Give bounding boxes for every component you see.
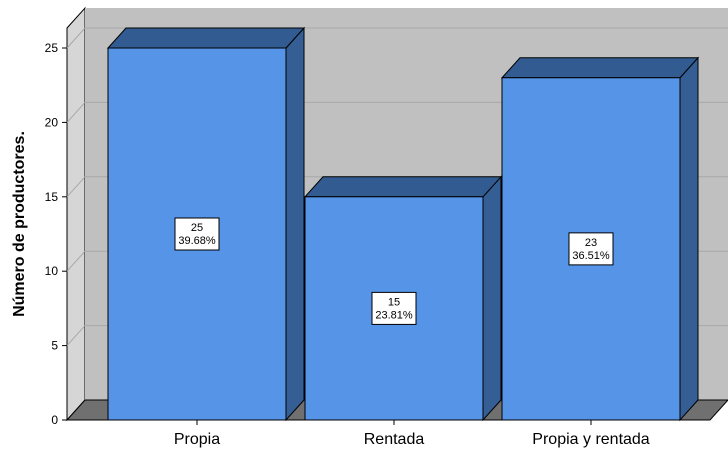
y-tick-label: 0	[51, 413, 58, 427]
data-label-box	[174, 217, 220, 251]
chart-side-wall	[66, 6, 86, 422]
data-label-value: 25	[191, 222, 203, 234]
bar-side	[482, 175, 502, 422]
y-axis-title: Número de productores.	[11, 131, 28, 317]
y-tick-label: 5	[51, 339, 58, 353]
y-tick-label: 10	[45, 264, 59, 278]
gridline-side	[66, 325, 86, 346]
bar-top	[500, 57, 700, 79]
data-label-box	[371, 291, 417, 325]
bar-side	[679, 56, 699, 422]
data-label-value: 23	[585, 237, 597, 249]
bar-top	[303, 176, 503, 198]
gridline-side	[66, 176, 86, 198]
x-category-label: Propia y rentada	[532, 431, 650, 448]
x-category-label: Propia	[174, 431, 220, 448]
data-label-percent: 36.51%	[572, 250, 610, 262]
bar-side	[285, 26, 305, 422]
x-category-label: Rentada	[364, 431, 425, 448]
y-tick-label: 20	[45, 115, 59, 129]
x-axis-labels: Propia Rentada Propia y rentada	[174, 420, 650, 448]
data-label-percent: 23.81%	[375, 309, 413, 321]
bar-top	[106, 27, 306, 49]
gridline-side	[66, 250, 86, 272]
gridline-side	[66, 102, 86, 123]
data-label-percent: 39.68%	[178, 235, 216, 247]
data-label-box	[568, 232, 614, 266]
data-label-value: 15	[388, 296, 400, 308]
y-tick-label: 15	[45, 190, 59, 204]
y-axis-ticks: 0 5 10 15 20 25	[45, 41, 67, 427]
gridline-side	[66, 27, 86, 49]
y-tick-label: 25	[45, 41, 59, 55]
